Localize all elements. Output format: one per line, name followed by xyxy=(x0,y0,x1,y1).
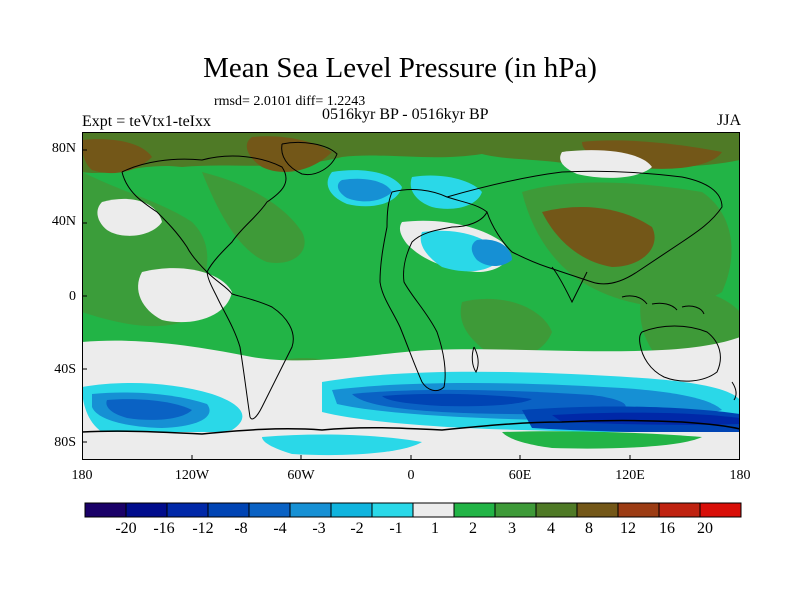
lat-label-80n: 80N xyxy=(51,141,76,156)
experiment-label: Expt = teVtx1-teIxx xyxy=(82,113,211,130)
field-africa-olive xyxy=(460,298,552,357)
chart-title: Mean Sea Level Pressure (in hPa) xyxy=(203,52,597,84)
colorbar-label: 4 xyxy=(547,520,555,537)
colorbar-label: 8 xyxy=(585,520,593,537)
lat-label-40n: 40N xyxy=(51,214,76,229)
field-asia-brown xyxy=(542,207,655,267)
pressure-map xyxy=(82,132,740,460)
colorbar-label: 20 xyxy=(697,520,713,537)
coast-antarctica xyxy=(82,419,740,435)
season-label: JJA xyxy=(717,112,742,129)
lon-label-180e: 180 xyxy=(729,468,751,483)
lat-label-40s: 40S xyxy=(54,362,76,377)
colorbar-label: -1 xyxy=(389,520,403,537)
colorbar-box xyxy=(535,502,578,518)
colorbar-box xyxy=(494,502,537,518)
colorbar-label: -16 xyxy=(153,520,175,537)
lat-label-80s: 80S xyxy=(54,435,76,450)
colorbar-box xyxy=(84,502,127,518)
colorbar-box xyxy=(699,502,742,518)
colorbar-box xyxy=(289,502,332,518)
colorbar-box xyxy=(412,502,455,518)
field-europe-cyan xyxy=(410,175,482,209)
period-label: 0516kyr BP - 0516kyr BP xyxy=(322,106,489,123)
field-sopacific-deep xyxy=(106,399,192,420)
coast-india xyxy=(551,266,588,304)
colorbar-box xyxy=(330,502,373,518)
lon-label-60w: 60W xyxy=(287,468,315,483)
field-alaska-high xyxy=(82,139,152,174)
coast-asia xyxy=(446,170,723,285)
colorbar-box xyxy=(166,502,209,518)
colorbar-label: -4 xyxy=(273,520,287,537)
field-eqpacific-neutral xyxy=(138,268,232,323)
lon-label-120w: 120W xyxy=(174,468,210,483)
colorbar-box xyxy=(617,502,660,518)
lat-label-0: 0 xyxy=(69,289,76,304)
field-natlantic-blue xyxy=(337,178,392,202)
colorbar-box xyxy=(658,502,701,518)
field-greenland-high xyxy=(246,136,332,172)
stats-text: rmsd= 2.0101 diff= 1.2243 xyxy=(214,94,366,109)
lon-label-180w: 180 xyxy=(71,468,93,483)
coast-north-america xyxy=(121,155,287,273)
colorbar-label: -8 xyxy=(234,520,248,537)
colorbar-label: -3 xyxy=(312,520,326,537)
field-antarctica-green xyxy=(502,431,702,449)
coast-se-asia xyxy=(621,295,705,315)
colorbar-label: -2 xyxy=(350,520,364,537)
colorbar-box xyxy=(125,502,168,518)
colorbar-box xyxy=(248,502,291,518)
lon-label-0: 0 xyxy=(407,468,415,483)
colorbar-label: -12 xyxy=(192,520,214,537)
lon-label-60e: 60E xyxy=(508,468,532,483)
colorbar-box xyxy=(576,502,619,518)
coastlines xyxy=(82,141,740,435)
coast-greenland xyxy=(281,141,338,176)
colorbar-box xyxy=(371,502,414,518)
colorbar-boxes xyxy=(84,502,742,518)
coast-australia xyxy=(639,325,721,382)
field-arabia-blue xyxy=(471,239,512,266)
coast-south-america xyxy=(206,271,294,420)
colorbar-box xyxy=(453,502,496,518)
colorbar-label: -20 xyxy=(115,520,137,537)
colorbar xyxy=(84,502,742,518)
colorbar-label: 16 xyxy=(659,520,675,537)
axis-ticks xyxy=(82,132,631,460)
colorbar-label: 2 xyxy=(469,520,477,537)
colorbar-box xyxy=(207,502,250,518)
colorbar-label: 12 xyxy=(620,520,636,537)
field-soindian-core xyxy=(382,393,532,407)
colorbar-label: 3 xyxy=(508,520,516,537)
lon-label-120e: 120E xyxy=(615,468,645,483)
field-npacific-neutral xyxy=(97,198,162,236)
colorbar-label: 1 xyxy=(431,520,439,537)
pressure-map-svg xyxy=(82,132,740,460)
field-antarctic-coast-deep xyxy=(552,412,740,425)
field-antarctica-cyan xyxy=(262,434,422,456)
coast-new-zealand xyxy=(731,381,737,401)
coast-madagascar xyxy=(471,346,479,373)
